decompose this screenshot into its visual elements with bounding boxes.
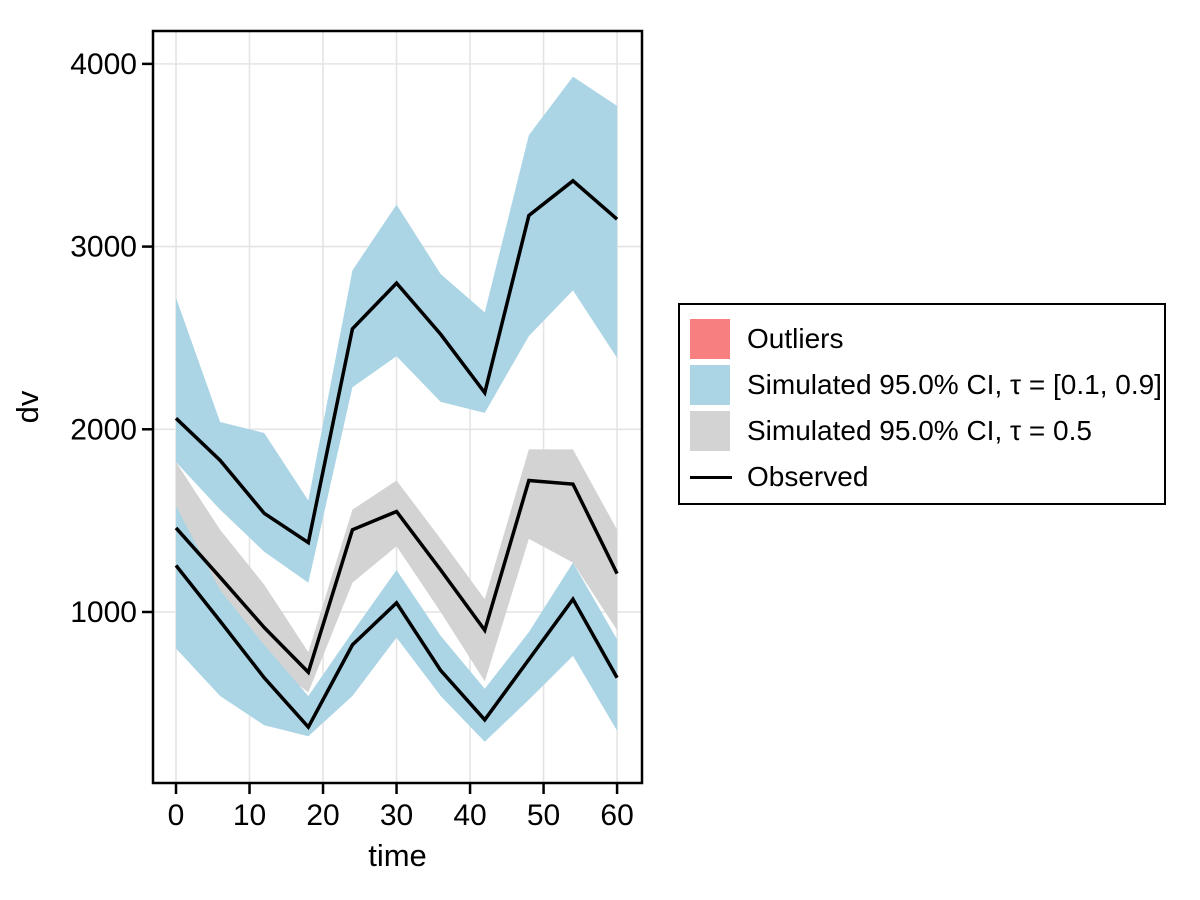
x-tick-label: 30 — [380, 799, 413, 832]
observed-line-swatch-icon — [690, 475, 732, 479]
y-tick-label: 2000 — [70, 413, 137, 446]
legend-item-outliers: Outliers — [690, 319, 843, 359]
y-tick-label: 1000 — [70, 596, 137, 629]
x-tick-label: 40 — [453, 799, 486, 832]
sim-ci-median-swatch-icon — [690, 411, 730, 451]
x-axis-label: time — [368, 838, 427, 873]
ci-band-1 — [176, 76, 618, 583]
ci-band-2 — [176, 506, 618, 742]
observed-line — [174, 564, 619, 731]
legend-item-sim-ci-outer: Simulated 95.0% CI, τ = [0.1, 0.9] — [690, 365, 1162, 405]
y-axis-label: dv — [10, 390, 45, 423]
x-tick-label: 10 — [233, 799, 266, 832]
ci-band-0 — [176, 449, 618, 693]
x-tick-label: 0 — [168, 799, 185, 832]
sim-ci-outer-swatch-icon — [690, 365, 730, 405]
legend-item-sim-ci-median: Simulated 95.0% CI, τ = 0.5 — [690, 411, 1092, 451]
y-tick-label: 4000 — [70, 48, 137, 81]
legend-label: Observed — [747, 461, 869, 492]
legend-label: Outliers — [747, 323, 844, 354]
x-tick-label: 20 — [306, 799, 339, 832]
outliers-swatch-icon — [690, 319, 730, 359]
legend-label: Simulated 95.0% CI, τ = 0.5 — [747, 415, 1092, 446]
legend: Outliers Simulated 95.0% CI, τ = [0.1, 0… — [678, 303, 1166, 505]
x-tick-label: 50 — [527, 799, 560, 832]
y-tick-label: 3000 — [70, 231, 137, 264]
observed-line — [174, 178, 619, 546]
x-tick-label: 60 — [600, 799, 633, 832]
legend-item-observed: Observed — [690, 457, 868, 497]
observed-line — [174, 478, 619, 676]
legend-label: Simulated 95.0% CI, τ = [0.1, 0.9] — [747, 369, 1162, 400]
